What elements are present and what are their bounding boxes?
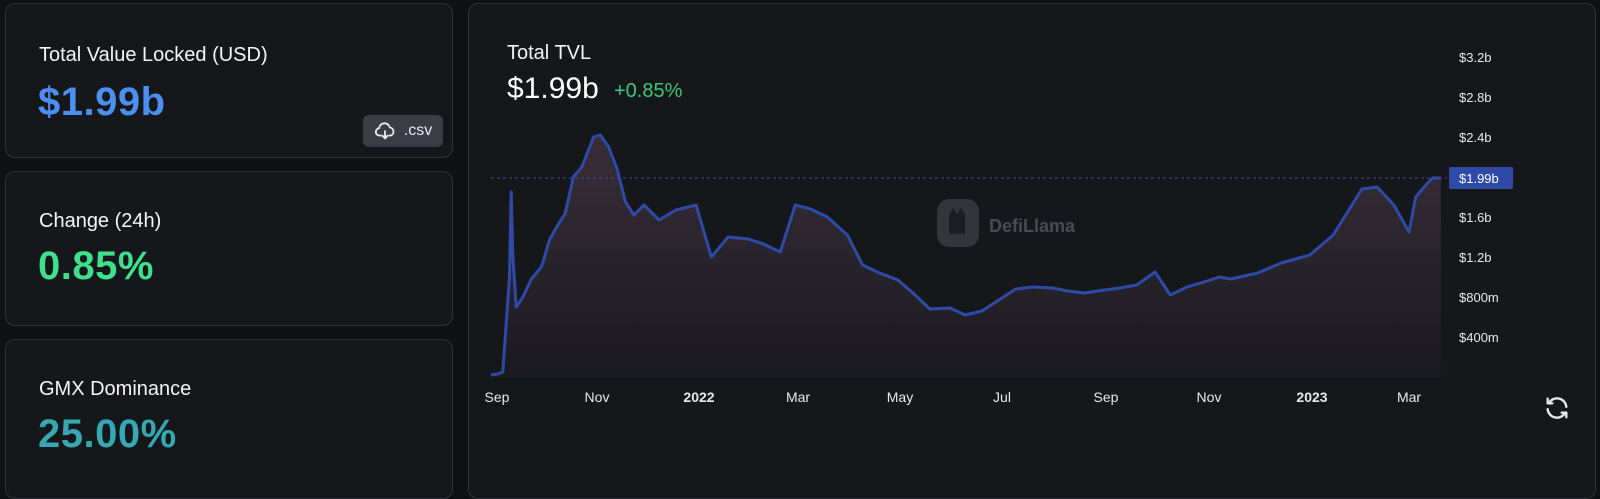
watermark-text: DefiLlama: [989, 216, 1076, 236]
x-tick-label: 2022: [683, 389, 714, 405]
y-tick-label: $2.4b: [1459, 130, 1492, 145]
x-tick-label: Mar: [786, 389, 810, 405]
current-value-label: $1.99b: [1459, 171, 1499, 186]
chart-title: Total TVL: [507, 42, 591, 65]
x-tick-label: 2023: [1296, 389, 1327, 405]
tvl-card: Total Value Locked (USD) $1.99b .csv: [5, 3, 453, 158]
x-tick-label: Nov: [1197, 389, 1222, 405]
tvl-label: Total Value Locked (USD): [39, 44, 268, 67]
tvl-area: [491, 135, 1441, 377]
y-tick-label: $800m: [1459, 290, 1499, 305]
chart-change: +0.85%: [614, 80, 682, 103]
tvl-chart-panel: DefiLlama $400m $800m $1.2b $1.6b $2.4b $2.8b $…: [468, 3, 1596, 499]
dominance-value: 25.00%: [38, 412, 177, 457]
y-tick-label: $400m: [1459, 330, 1499, 345]
y-tick-label: $3.2b: [1459, 50, 1492, 65]
change-card: Change (24h) 0.85%: [5, 171, 453, 326]
y-tick-label: $1.6b: [1459, 210, 1492, 225]
x-tick-label: Jul: [993, 389, 1011, 405]
defillama-watermark-icon: [937, 199, 979, 247]
dominance-label: GMX Dominance: [39, 378, 191, 401]
change-value: 0.85%: [38, 244, 154, 289]
tvl-value: $1.99b: [38, 80, 166, 125]
csv-button-label: .csv: [404, 122, 432, 140]
download-csv-button[interactable]: .csv: [363, 115, 443, 147]
y-tick-label: $2.8b: [1459, 90, 1492, 105]
change-label: Change (24h): [39, 210, 161, 233]
refresh-icon[interactable]: [1543, 394, 1571, 422]
dominance-card: GMX Dominance 25.00%: [5, 339, 453, 499]
x-tick-label: Sep: [1094, 389, 1119, 405]
cloud-download-icon: [374, 120, 396, 142]
x-tick-label: May: [887, 389, 913, 405]
y-tick-label: $1.2b: [1459, 250, 1492, 265]
x-tick-label: Mar: [1397, 389, 1421, 405]
tvl-chart[interactable]: DefiLlama $400m $800m $1.2b $1.6b $2.4b $2.8b $…: [469, 4, 1595, 498]
chart-value: $1.99b: [507, 72, 599, 106]
x-tick-label: Sep: [485, 389, 510, 405]
x-tick-label: Nov: [585, 389, 610, 405]
